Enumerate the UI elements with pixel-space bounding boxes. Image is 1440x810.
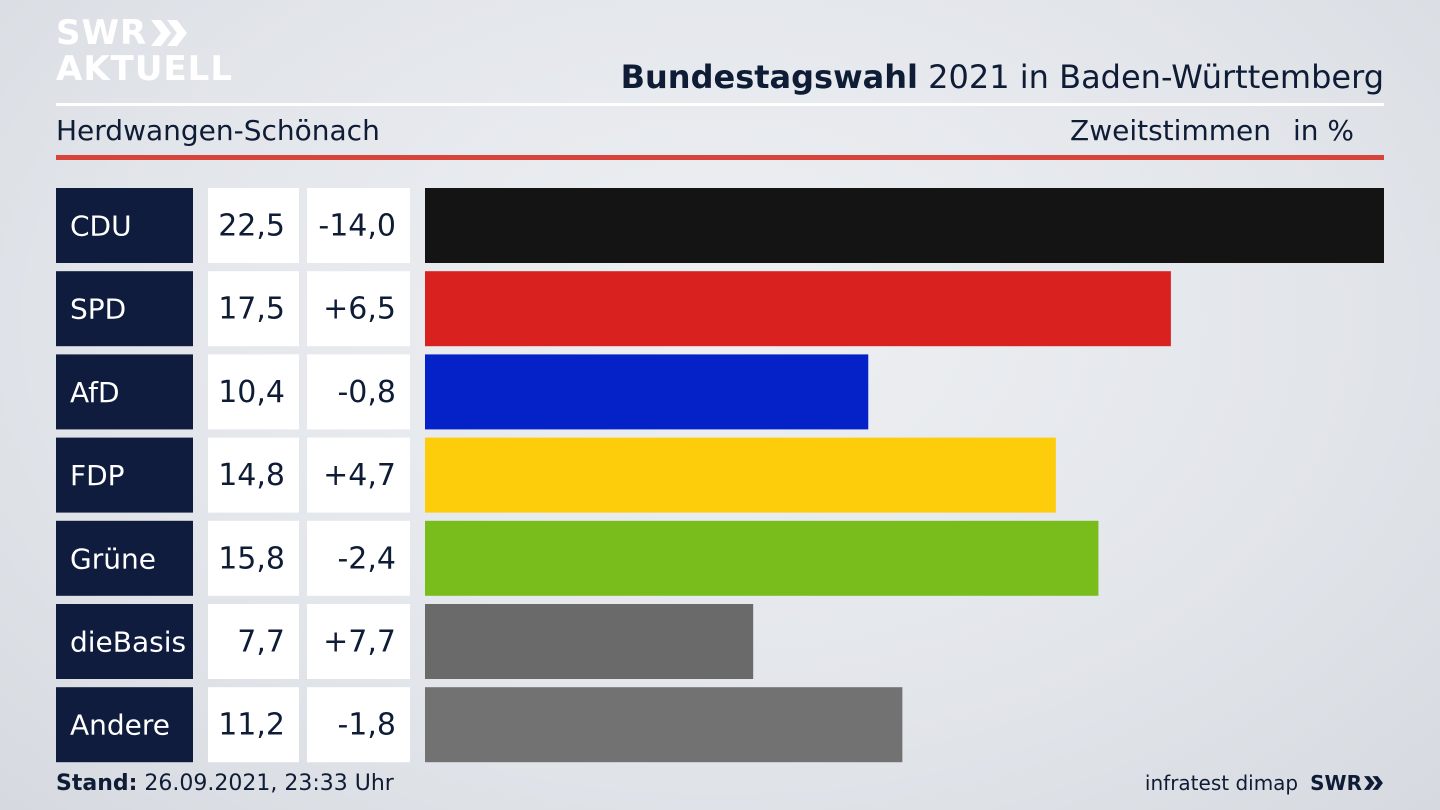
value-cell (208, 520, 299, 596)
value-label: 10,4 (218, 375, 285, 410)
bar-diebasis (425, 604, 754, 679)
change-cell (307, 437, 410, 513)
change-label: +4,7 (323, 458, 396, 493)
bar-fdp (425, 437, 1056, 513)
swr-small-logo: SWR (1310, 771, 1384, 795)
value-label: 11,2 (218, 708, 285, 743)
timestamp-value: 26.09.2021, 23:33 Uhr (137, 771, 394, 796)
party-label: AfD (70, 376, 120, 409)
party-label-box (56, 271, 193, 347)
header-divider (56, 103, 1384, 106)
value-cell (208, 354, 299, 430)
change-cell (307, 687, 410, 763)
title-bold: Bundestagswahl (620, 58, 918, 96)
value-cell (208, 604, 299, 679)
bar-spd (425, 271, 1171, 347)
party-label: SPD (70, 293, 126, 326)
change-label: -14,0 (318, 209, 396, 244)
change-label: +7,7 (323, 625, 396, 660)
value-cell (208, 271, 299, 347)
swr-aktuell-logo: SWR AKTUELL (56, 16, 233, 86)
unit-label: in % (1292, 114, 1354, 147)
value-label: 7,7 (237, 625, 285, 660)
party-label-box (56, 604, 193, 679)
measure-label: Zweitstimmen (1070, 114, 1271, 147)
party-label-box (56, 188, 193, 263)
value-cell (208, 188, 299, 263)
swr-small-text: SWR (1310, 771, 1362, 795)
timestamp-label: Stand: (56, 771, 138, 796)
accent-divider (56, 155, 1384, 160)
logo-aktuell-text: AKTUELL (56, 49, 234, 89)
value-cell (208, 687, 299, 763)
change-cell (307, 604, 410, 679)
party-label: Andere (70, 709, 170, 742)
measure-unit: Zweitstimmen in % (1070, 114, 1354, 147)
title-rest: 2021 in Baden-Württemberg (917, 58, 1384, 96)
change-cell (307, 271, 410, 347)
bar-andere (425, 687, 903, 763)
party-label-box (56, 687, 193, 763)
logo-swr-text: SWR (56, 13, 148, 53)
party-label-box (56, 354, 193, 430)
change-label: -0,8 (337, 375, 396, 410)
change-cell (307, 520, 410, 596)
change-label: -2,4 (337, 541, 396, 576)
timestamp: Stand: 26.09.2021, 23:33 Uhr (56, 771, 394, 796)
party-label-box (56, 520, 193, 596)
change-label: +6,5 (323, 292, 396, 327)
bar-grüne (425, 520, 1099, 596)
source-credit: infratest dimap SWR (1145, 771, 1384, 795)
bar-afd (425, 354, 869, 430)
party-label: FDP (70, 459, 125, 492)
party-label-box (56, 437, 193, 513)
value-label: 14,8 (218, 458, 285, 493)
party-label: CDU (70, 210, 132, 243)
bar-cdu (425, 188, 1384, 263)
change-label: -1,8 (337, 708, 396, 743)
chevron-double-icon (151, 20, 188, 46)
region-name: Herdwangen-Schönach (56, 114, 380, 147)
party-label: Grüne (70, 542, 156, 575)
chevron-double-small-icon (1364, 776, 1383, 790)
page-title: Bundestagswahl 2021 in Baden-Württemberg (621, 58, 1384, 96)
change-cell (307, 354, 410, 430)
value-cell (208, 437, 299, 513)
value-label: 17,5 (218, 292, 285, 327)
source-text: infratest dimap (1144, 771, 1299, 795)
change-cell (307, 188, 410, 263)
value-label: 15,8 (218, 541, 285, 576)
party-label: dieBasis (70, 626, 186, 659)
value-label: 22,5 (218, 209, 285, 244)
